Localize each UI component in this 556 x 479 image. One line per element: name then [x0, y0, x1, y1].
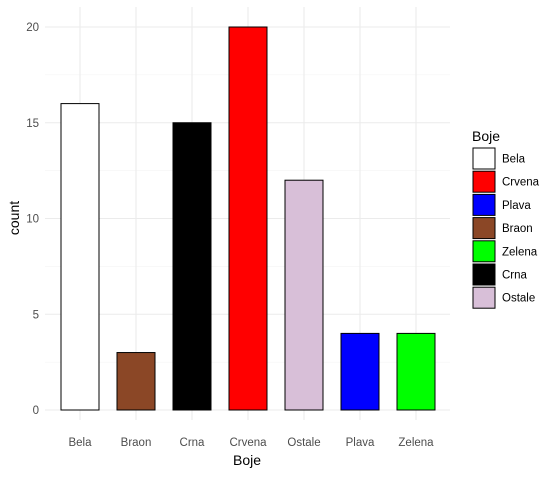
x-tick-label: Zelena — [398, 437, 434, 449]
y-tick-label: 20 — [26, 22, 39, 34]
y-axis-ticks: 0 5 10 15 20 — [26, 22, 39, 417]
y-tick-label: 0 — [33, 405, 39, 417]
x-axis-title: Boje — [233, 452, 261, 468]
legend-label: Plava — [502, 200, 531, 212]
bar-crvena — [228, 26, 268, 411]
legend-key-bela — [472, 147, 496, 170]
legend-label: Ostale — [502, 293, 535, 305]
x-axis-ticks: Bela Braon Crna Crvena Ostale Plava Zelena — [68, 437, 434, 449]
legend-key-plava — [472, 193, 496, 216]
bar-zelena — [396, 332, 436, 411]
legend-label: Crvena — [502, 177, 540, 189]
legend-key-ostale — [472, 286, 496, 309]
legend-key-crvena — [472, 170, 496, 193]
x-tick-label: Crvena — [229, 437, 267, 449]
y-tick-label: 15 — [26, 118, 39, 130]
y-axis-title: count — [6, 201, 22, 235]
x-tick-label: Bela — [68, 437, 92, 449]
x-tick-label: Ostale — [287, 437, 320, 449]
bar-plava — [340, 332, 380, 411]
legend-key-crna — [472, 263, 496, 286]
x-tick-label: Plava — [346, 437, 375, 449]
legend-label: Bela — [502, 154, 526, 166]
legend-label: Braon — [502, 223, 533, 235]
legend: Boje Bela Crvena Plava Braon Zelena Crna Ostal… — [472, 128, 540, 309]
legend-key-braon — [472, 217, 496, 240]
legend-label: Zelena — [502, 246, 538, 258]
bar-bela — [60, 103, 100, 411]
x-tick-label: Crna — [180, 437, 206, 449]
legend-label: Crna — [502, 270, 528, 282]
bars — [60, 26, 436, 411]
bar-braon — [116, 352, 156, 411]
y-tick-label: 5 — [33, 309, 39, 321]
y-tick-label: 10 — [26, 214, 39, 226]
legend-key-zelena — [472, 240, 496, 263]
x-tick-label: Braon — [121, 437, 152, 449]
legend-title: Boje — [472, 128, 500, 144]
bar-crna — [172, 122, 212, 411]
bar-ostale — [284, 179, 324, 411]
